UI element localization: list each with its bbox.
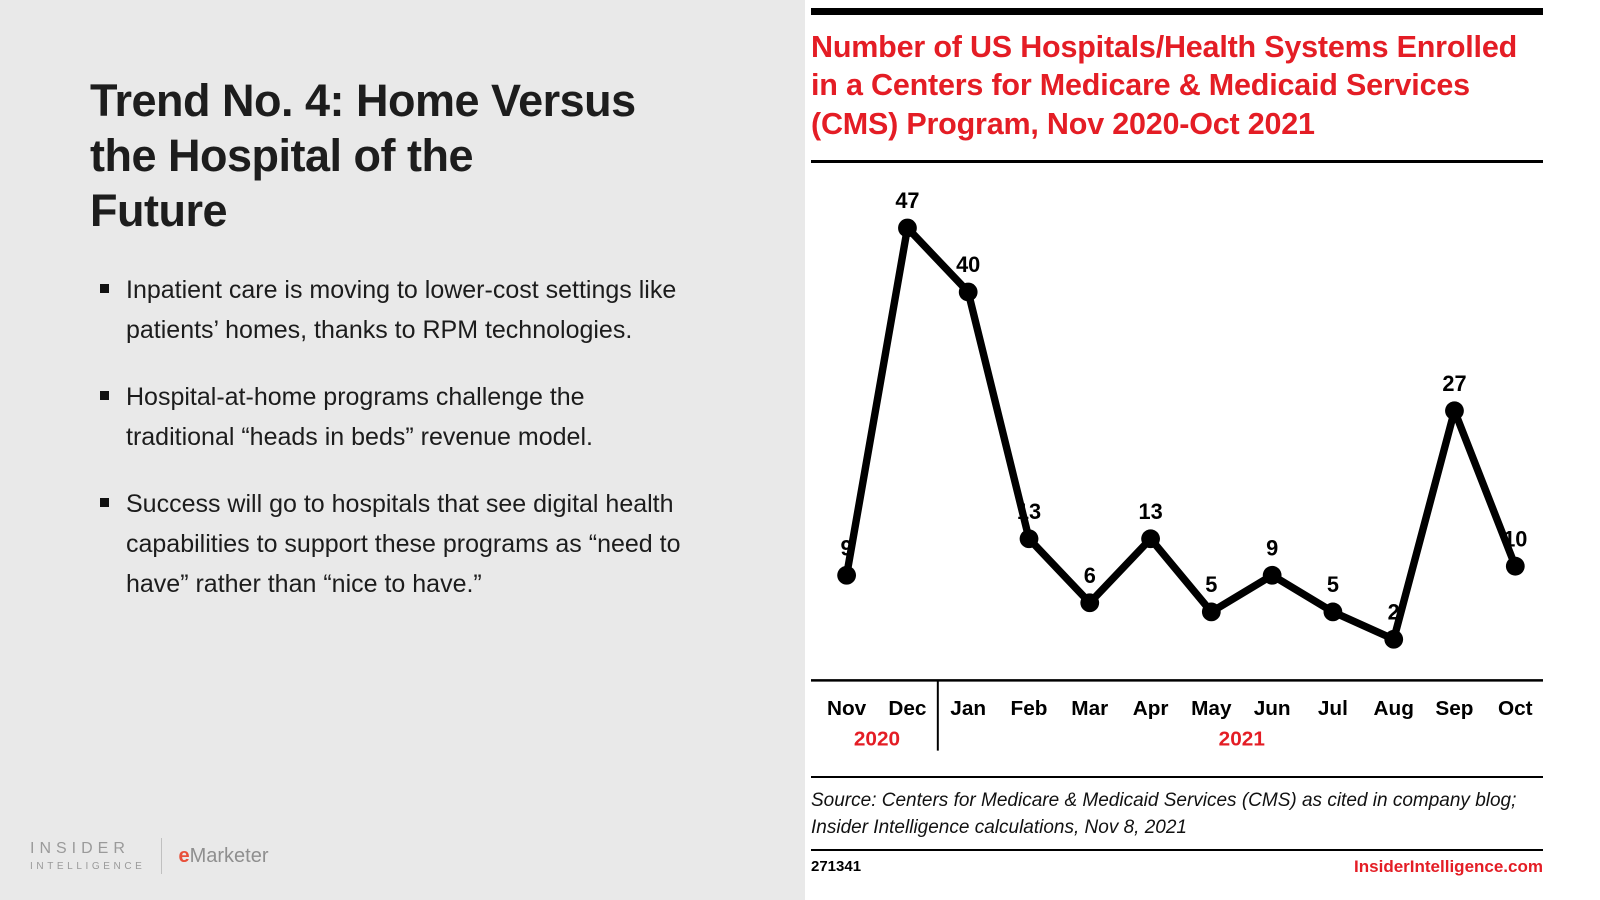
data-point bbox=[1262, 566, 1282, 585]
x-tick-label: Jul bbox=[1318, 697, 1348, 720]
data-point bbox=[1505, 557, 1525, 576]
bullet-item: Inpatient care is moving to lower-cost s… bbox=[100, 270, 690, 350]
chart-footer: 271341 InsiderIntelligence.com bbox=[811, 857, 1543, 877]
x-tick-label: Oct bbox=[1498, 697, 1533, 720]
chart-panel: Number of US Hospitals/Health Systems En… bbox=[805, 0, 1600, 900]
bullet-marker-icon bbox=[100, 284, 109, 293]
x-tick-label: Sep bbox=[1435, 697, 1473, 720]
value-label: 13 bbox=[1017, 499, 1041, 524]
chart-id: 271341 bbox=[811, 858, 862, 876]
value-label: 47 bbox=[895, 188, 919, 213]
source-note: Source: Centers for Medicare & Medicaid … bbox=[811, 789, 1517, 839]
site-link[interactable]: InsiderIntelligence.com bbox=[1354, 856, 1543, 876]
data-point bbox=[1384, 630, 1404, 649]
x-tick-label: Dec bbox=[888, 697, 926, 720]
data-point bbox=[1141, 529, 1160, 549]
insider-intelligence-logo: INSIDER INTELLIGENCE bbox=[30, 840, 145, 872]
value-label: 9 bbox=[1266, 536, 1278, 561]
x-tick-label: Nov bbox=[827, 697, 867, 720]
logo-divider bbox=[161, 838, 163, 874]
x-tick-label: Jan bbox=[950, 697, 986, 720]
bullet-marker-icon bbox=[100, 498, 109, 507]
bullet-text: Hospital-at-home programs challenge the … bbox=[126, 383, 593, 451]
slide-title: Trend No. 4: Home Versus the Hospital of… bbox=[90, 75, 636, 236]
data-point bbox=[1445, 401, 1464, 421]
x-tick-label: Feb bbox=[1011, 697, 1048, 720]
value-label: 6 bbox=[1084, 563, 1096, 588]
value-label: 27 bbox=[1442, 371, 1466, 396]
bullet-text: Success will go to hospitals that see di… bbox=[126, 490, 681, 598]
x-tick-label: Aug bbox=[1374, 697, 1414, 720]
line-chart: 9 47 40 13 6 13 5 9 5 2 27 10 Nov Dec Jan Feb Mar Apr May J… bbox=[811, 188, 1543, 751]
heading-rule bbox=[811, 160, 1543, 164]
value-label: 40 bbox=[956, 252, 980, 277]
data-point bbox=[1201, 602, 1221, 622]
bullet-list: Inpatient care is moving to lower-cost s… bbox=[100, 270, 690, 631]
footer-rule bbox=[811, 848, 1543, 851]
bullet-text: Inpatient care is moving to lower-cost s… bbox=[126, 276, 677, 344]
emarketer-logo-text: Marketer bbox=[189, 844, 269, 867]
year-label-2021: 2021 bbox=[1219, 728, 1265, 751]
line-series bbox=[842, 224, 1520, 644]
bullet-item: Hospital-at-home programs challenge the … bbox=[100, 377, 690, 457]
year-label-2020: 2020 bbox=[854, 728, 900, 751]
value-label: 9 bbox=[841, 536, 853, 561]
text-panel: Trend No. 4: Home Versus the Hospital of… bbox=[0, 0, 805, 900]
insider-logo-line2: INTELLIGENCE bbox=[30, 861, 146, 872]
x-tick-label: May bbox=[1191, 697, 1232, 720]
value-label: 10 bbox=[1503, 527, 1527, 552]
bullet-item: Success will go to hospitals that see di… bbox=[100, 484, 690, 604]
value-label: 13 bbox=[1138, 499, 1162, 524]
data-point bbox=[1019, 529, 1039, 549]
data-point bbox=[898, 218, 917, 238]
value-label: 2 bbox=[1388, 600, 1400, 625]
x-tick-label: Apr bbox=[1133, 697, 1169, 720]
x-tick-label: Mar bbox=[1071, 697, 1108, 720]
data-point bbox=[958, 282, 978, 302]
emarketer-logo-e: e bbox=[178, 844, 190, 867]
bullet-marker-icon bbox=[100, 391, 109, 400]
data-point bbox=[1323, 602, 1343, 622]
insider-logo-line1: INSIDER bbox=[30, 840, 130, 857]
chart-title: Number of US Hospitals/Health Systems En… bbox=[811, 30, 1518, 141]
value-label: 5 bbox=[1205, 572, 1217, 597]
top-rule bbox=[811, 8, 1543, 15]
value-label: 5 bbox=[1327, 572, 1339, 597]
emarketer-logo: eMarketer bbox=[178, 845, 268, 868]
source-rule bbox=[811, 775, 1543, 778]
data-point bbox=[1080, 593, 1100, 613]
branding: INSIDER INTELLIGENCE eMarketer bbox=[30, 838, 268, 874]
data-point bbox=[837, 566, 857, 585]
x-tick-label: Jun bbox=[1254, 697, 1291, 720]
